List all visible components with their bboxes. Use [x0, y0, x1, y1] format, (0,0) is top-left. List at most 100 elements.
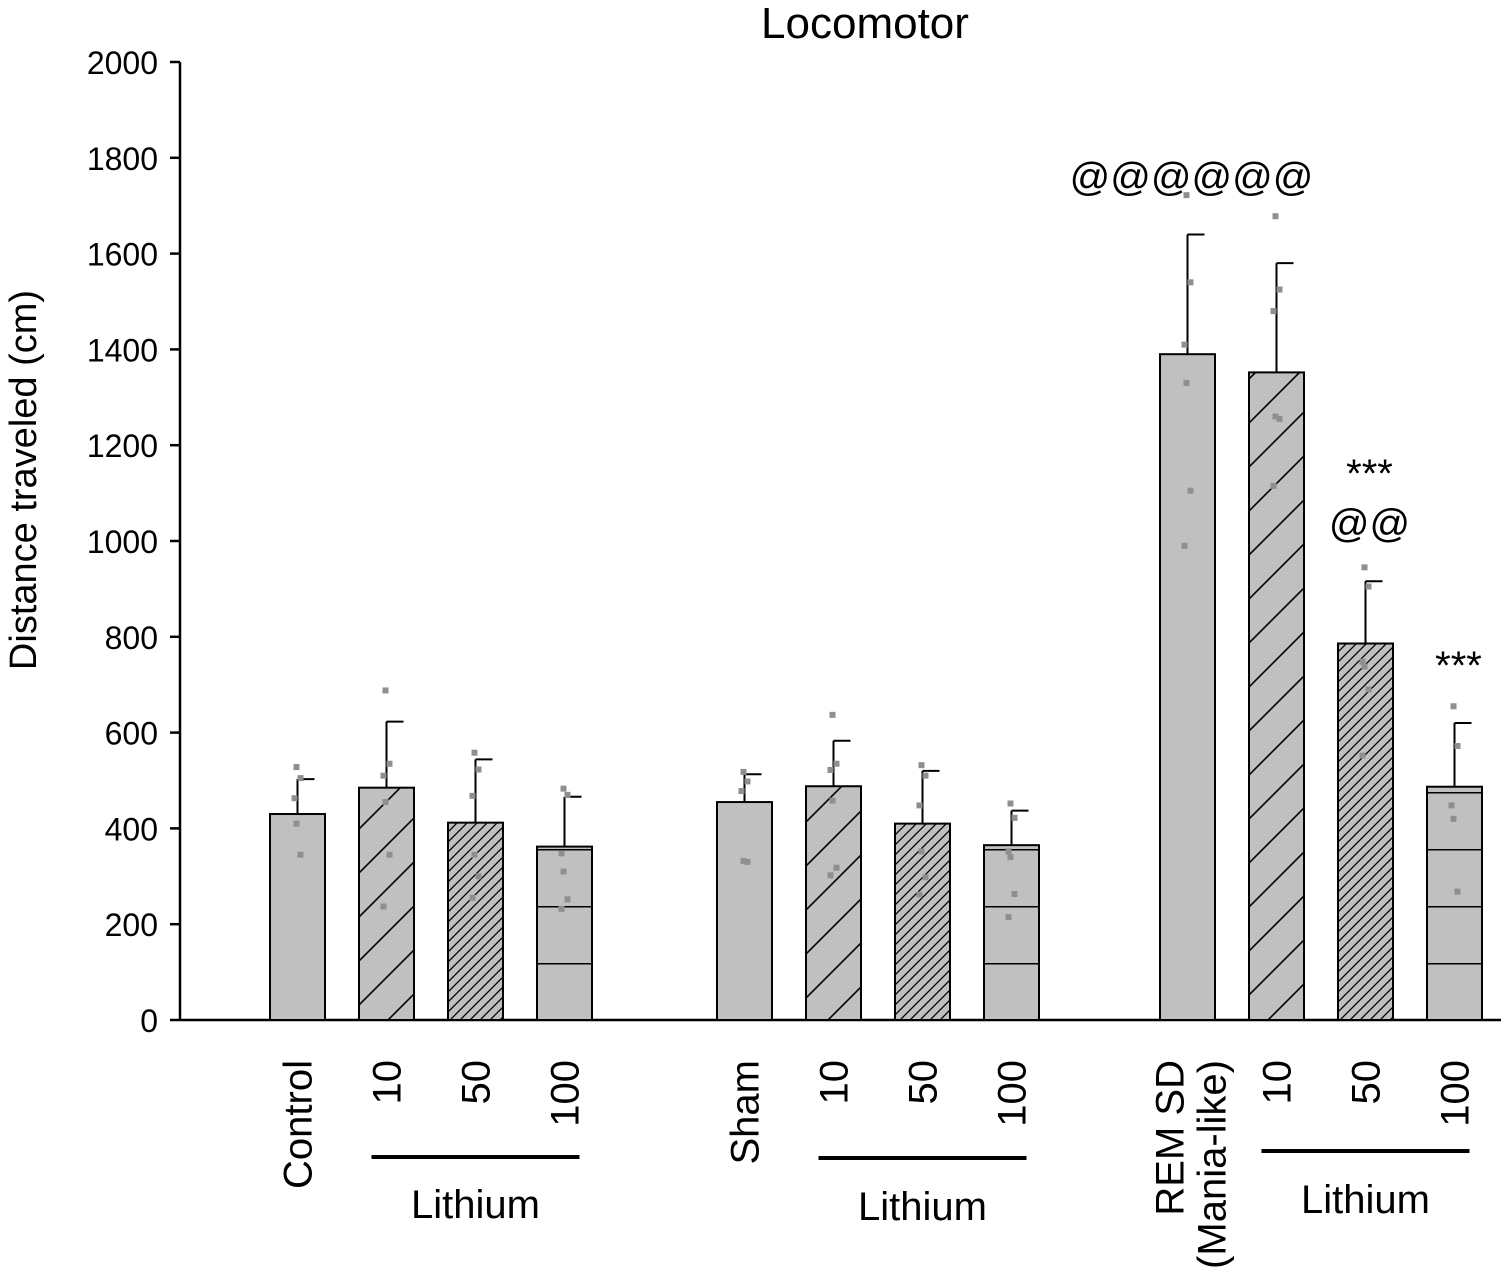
data-point — [829, 797, 836, 804]
data-point — [475, 873, 482, 880]
data-point — [1365, 686, 1372, 693]
data-point — [297, 775, 304, 782]
significance-annotation: *** — [1346, 452, 1393, 496]
data-point — [916, 891, 923, 898]
bar — [894, 822, 951, 1021]
y-tick-label: 200 — [105, 907, 158, 943]
significance-annotation: *** — [1435, 644, 1482, 688]
x-category-label: Sham — [724, 1060, 768, 1165]
data-point — [1365, 583, 1372, 590]
x-category-label: 50 — [902, 1060, 946, 1105]
data-point — [1361, 564, 1368, 571]
data-point — [1011, 891, 1018, 898]
data-point — [475, 766, 482, 773]
data-point — [469, 792, 476, 799]
bar — [1426, 785, 1483, 1021]
bars: @@@@@@ *** @@ *** — [269, 155, 1483, 1022]
data-point — [1454, 743, 1461, 750]
data-point — [293, 764, 300, 771]
data-point — [1270, 482, 1277, 489]
y-tick-label: 1600 — [87, 237, 158, 273]
y-tick-label: 1800 — [87, 141, 158, 177]
data-point — [1007, 854, 1014, 861]
bar — [1159, 353, 1216, 1021]
data-point — [1183, 379, 1190, 386]
data-point — [1361, 663, 1368, 670]
data-point — [471, 851, 478, 858]
data-point — [829, 711, 836, 718]
data-point — [564, 791, 571, 798]
bar — [1337, 642, 1394, 1021]
data-point — [560, 785, 567, 792]
y-tick-label: 0 — [140, 1003, 158, 1039]
data-point — [738, 788, 745, 795]
data-point — [380, 772, 387, 779]
y-tick-label: 1200 — [87, 428, 158, 464]
x-category-label: 10 — [366, 1060, 410, 1105]
data-point — [1272, 413, 1279, 420]
group-bracket-label: Lithium — [411, 1183, 540, 1227]
data-point — [918, 762, 925, 769]
data-point — [291, 795, 298, 802]
significance-annotation: @@@@@@ — [1070, 155, 1314, 199]
x-category-label: 50 — [455, 1060, 499, 1105]
data-point — [740, 857, 747, 864]
data-point — [380, 903, 387, 910]
x-category-label-line2: (Mania-like) — [1191, 1060, 1235, 1269]
data-point — [293, 820, 300, 827]
data-point — [827, 766, 834, 773]
data-point — [744, 778, 751, 785]
data-point — [1181, 341, 1188, 348]
data-point — [833, 760, 840, 767]
data-point — [1359, 752, 1366, 759]
data-point — [558, 850, 565, 857]
data-point — [922, 772, 929, 779]
data-point — [1183, 192, 1190, 199]
y-axis-label: Distance traveled (cm) — [3, 290, 45, 670]
y-tick-label: 600 — [105, 716, 158, 752]
data-point — [1272, 213, 1279, 220]
data-point — [1187, 487, 1194, 494]
x-category-label: 100 — [544, 1060, 588, 1127]
x-category-label: 100 — [1434, 1060, 1478, 1127]
data-point — [1454, 888, 1461, 895]
data-point — [1270, 308, 1277, 315]
group-bracket-label: Lithium — [858, 1185, 987, 1229]
bar — [716, 801, 773, 1021]
data-point — [1448, 802, 1455, 809]
data-point — [1359, 658, 1366, 665]
data-point — [386, 760, 393, 767]
x-category-label: 10 — [813, 1060, 857, 1105]
data-point — [744, 858, 751, 865]
data-point — [1276, 286, 1283, 293]
data-point — [833, 864, 840, 871]
data-point — [386, 851, 393, 858]
y-tick-label: 2000 — [87, 45, 158, 81]
x-category-label: REM SD — [1149, 1060, 1193, 1216]
data-point — [1011, 814, 1018, 821]
bar — [1248, 371, 1305, 1021]
y-tick-label: 1400 — [87, 332, 158, 368]
data-point — [1276, 415, 1283, 422]
data-point — [564, 896, 571, 903]
x-category-labels: Control 10 50 100 Lithium Sham 10 50 100 Lithium R… — [277, 1060, 1478, 1269]
group-bracket-label: Lithium — [1301, 1178, 1430, 1222]
y-tick-label: 800 — [105, 620, 158, 656]
axes: 0 200 400 600 800 1000 1200 1400 1600 1800 2000 — [87, 45, 1501, 1039]
data-point — [1005, 914, 1012, 921]
data-point — [1450, 703, 1457, 710]
x-category-label: 100 — [991, 1060, 1035, 1127]
data-point — [471, 749, 478, 756]
data-point — [916, 802, 923, 809]
data-point — [922, 874, 929, 881]
data-point — [1007, 800, 1014, 807]
data-point — [382, 799, 389, 806]
y-tick-label: 400 — [105, 811, 158, 847]
data-point — [1450, 815, 1457, 822]
bar — [983, 844, 1040, 1021]
data-point — [469, 894, 476, 901]
data-point — [558, 905, 565, 912]
data-point — [740, 768, 747, 775]
significance-annotation: @@ — [1329, 502, 1410, 546]
